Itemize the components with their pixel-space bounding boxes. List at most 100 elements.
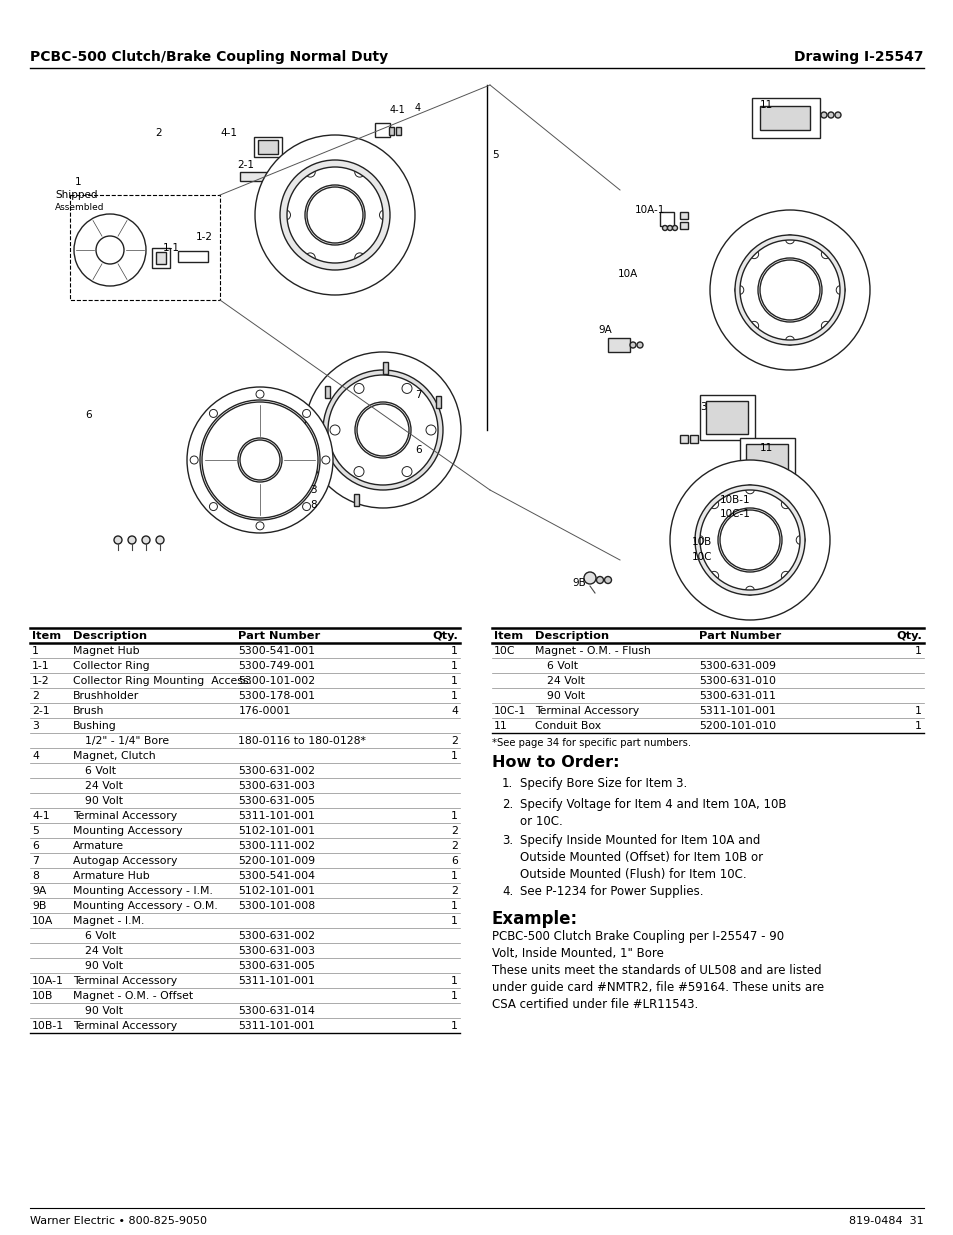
Circle shape: [749, 249, 758, 258]
Text: 2: 2: [451, 826, 457, 836]
Text: 10A-1: 10A-1: [32, 976, 64, 986]
Text: Item: Item: [494, 631, 522, 641]
Text: Armature Hub: Armature Hub: [72, 871, 150, 881]
Circle shape: [354, 467, 364, 477]
Circle shape: [836, 285, 844, 294]
Text: 4-1: 4-1: [32, 811, 50, 821]
Text: 4-1: 4-1: [220, 128, 236, 138]
Circle shape: [113, 536, 122, 543]
Text: 1: 1: [451, 661, 457, 671]
Text: 2: 2: [451, 736, 457, 746]
Text: 5102-101-001: 5102-101-001: [238, 826, 315, 836]
Circle shape: [709, 500, 718, 509]
Text: Part Number: Part Number: [699, 631, 781, 641]
Text: Shipped: Shipped: [55, 190, 97, 200]
Text: 5300-631-009: 5300-631-009: [699, 661, 776, 671]
Bar: [253, 137, 282, 157]
Circle shape: [709, 572, 718, 580]
Text: Magnet - O.M. - Offset: Magnet - O.M. - Offset: [72, 990, 193, 1000]
Text: 1: 1: [451, 1021, 457, 1031]
Text: Specify Bore Size for Item 3.: Specify Bore Size for Item 3.: [519, 777, 686, 790]
Circle shape: [426, 425, 436, 435]
Text: *See page 34 for specific part numbers.: *See page 34 for specific part numbers.: [492, 739, 690, 748]
Text: Part Number: Part Number: [238, 631, 320, 641]
Text: 10C-1: 10C-1: [720, 509, 750, 519]
Text: 5300-631-003: 5300-631-003: [238, 781, 315, 790]
Text: 1-2: 1-2: [32, 676, 50, 685]
Text: Collector Ring Mounting  Access.: Collector Ring Mounting Access.: [72, 676, 252, 685]
Circle shape: [720, 510, 780, 571]
Text: 6 Volt: 6 Volt: [85, 931, 115, 941]
Circle shape: [796, 536, 804, 545]
Text: Collector Ring: Collector Ring: [72, 661, 150, 671]
Text: 10B: 10B: [691, 537, 712, 547]
Circle shape: [637, 342, 642, 348]
Text: 4: 4: [451, 705, 457, 716]
Text: 6: 6: [32, 841, 39, 851]
Circle shape: [821, 112, 826, 119]
Text: 5200-101-009: 5200-101-009: [238, 856, 315, 866]
Text: PCBC-500 Clutch/Brake Coupling Normal Duty: PCBC-500 Clutch/Brake Coupling Normal Du…: [30, 49, 388, 64]
Bar: [607, 338, 629, 352]
Text: 1: 1: [914, 646, 921, 656]
Circle shape: [629, 342, 636, 348]
Text: 5300-749-001: 5300-749-001: [238, 661, 315, 671]
Text: 7: 7: [32, 856, 39, 866]
Text: Autogap Accessory: Autogap Accessory: [72, 856, 177, 866]
Bar: [311, 447, 316, 459]
Bar: [689, 435, 698, 443]
Circle shape: [305, 253, 314, 263]
Text: PCBC-500 Clutch Brake Coupling per I-25547 - 90
Volt, Inside Mounted, 1" Bore: PCBC-500 Clutch Brake Coupling per I-255…: [492, 930, 783, 960]
Bar: [325, 387, 330, 399]
Text: Magnet, Clutch: Magnet, Clutch: [72, 751, 155, 761]
Bar: [395, 127, 400, 135]
Text: 5300-631-003: 5300-631-003: [238, 946, 315, 956]
Text: 1: 1: [451, 916, 457, 926]
Text: Drawing I-25547: Drawing I-25547: [794, 49, 923, 64]
Bar: [152, 248, 170, 268]
Circle shape: [379, 210, 389, 220]
Text: 5300-631-002: 5300-631-002: [238, 766, 315, 776]
Text: 1-2: 1-2: [195, 232, 213, 242]
Circle shape: [733, 469, 738, 474]
Wedge shape: [202, 403, 317, 517]
Text: 10C-1: 10C-1: [494, 705, 526, 716]
Text: 1: 1: [451, 676, 457, 685]
Text: Assembled: Assembled: [55, 204, 105, 212]
Circle shape: [255, 390, 264, 398]
Circle shape: [142, 536, 150, 543]
Wedge shape: [305, 352, 460, 508]
Text: Armature: Armature: [72, 841, 124, 851]
Wedge shape: [695, 485, 804, 595]
Text: 3: 3: [700, 403, 706, 412]
Circle shape: [255, 522, 264, 530]
Text: 1: 1: [914, 705, 921, 716]
Text: 5311-101-001: 5311-101-001: [699, 705, 775, 716]
Wedge shape: [187, 387, 333, 534]
Text: Mounting Accessory: Mounting Accessory: [72, 826, 182, 836]
Text: 1-1: 1-1: [163, 243, 180, 253]
Text: Description: Description: [535, 631, 609, 641]
Text: 9B: 9B: [572, 578, 585, 588]
Text: 4.: 4.: [501, 885, 513, 898]
Text: 5300-541-004: 5300-541-004: [238, 871, 315, 881]
Text: Brush: Brush: [72, 705, 104, 716]
Text: 4: 4: [415, 103, 420, 112]
Text: 1: 1: [451, 811, 457, 821]
Bar: [760, 106, 809, 130]
Text: 7: 7: [415, 390, 421, 400]
Text: 1: 1: [451, 900, 457, 910]
Text: 5300-631-005: 5300-631-005: [238, 795, 315, 805]
Circle shape: [355, 167, 364, 177]
Text: 1: 1: [451, 990, 457, 1000]
Text: 1/2" - 1/4" Bore: 1/2" - 1/4" Bore: [85, 736, 169, 746]
Text: 9A: 9A: [598, 325, 611, 335]
Bar: [389, 127, 394, 135]
Text: 1: 1: [451, 690, 457, 700]
Circle shape: [596, 577, 603, 583]
Text: 90 Volt: 90 Volt: [85, 795, 123, 805]
Text: Magnet - I.M.: Magnet - I.M.: [72, 916, 144, 926]
Text: 24 Volt: 24 Volt: [546, 676, 584, 685]
Text: 5300-631-010: 5300-631-010: [699, 676, 776, 685]
Wedge shape: [280, 161, 390, 270]
